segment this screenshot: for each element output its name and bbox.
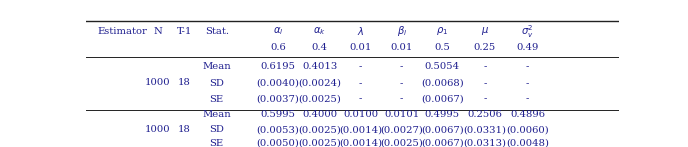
Text: -: - xyxy=(526,95,529,104)
Text: 0.4995: 0.4995 xyxy=(424,111,460,120)
Text: -: - xyxy=(483,62,486,71)
Text: (0.0014): (0.0014) xyxy=(339,125,382,134)
Text: $\lambda$: $\lambda$ xyxy=(357,25,364,37)
Text: (0.0025): (0.0025) xyxy=(298,95,341,104)
Text: -: - xyxy=(483,95,486,104)
Text: 1000: 1000 xyxy=(145,125,171,134)
Text: 18: 18 xyxy=(178,125,191,134)
Text: (0.0040): (0.0040) xyxy=(257,79,299,88)
Text: 0.5054: 0.5054 xyxy=(424,62,460,71)
Text: Mean: Mean xyxy=(202,111,231,120)
Text: 0.01: 0.01 xyxy=(391,43,413,52)
Text: (0.0313): (0.0313) xyxy=(463,139,506,147)
Text: 0.4013: 0.4013 xyxy=(302,62,337,71)
Text: -: - xyxy=(526,62,529,71)
Text: -: - xyxy=(359,95,363,104)
Text: Stat.: Stat. xyxy=(204,27,228,36)
Text: 0.0100: 0.0100 xyxy=(343,111,378,120)
Text: 0.6: 0.6 xyxy=(270,43,286,52)
Text: SD: SD xyxy=(209,79,224,88)
Text: (0.0025): (0.0025) xyxy=(380,139,423,147)
Text: Mean: Mean xyxy=(202,62,231,71)
Text: (0.0025): (0.0025) xyxy=(298,139,341,147)
Text: 0.0101: 0.0101 xyxy=(384,111,419,120)
Text: 0.5: 0.5 xyxy=(434,43,450,52)
Text: (0.0037): (0.0037) xyxy=(257,95,299,104)
Text: -: - xyxy=(400,79,403,88)
Text: -: - xyxy=(483,79,486,88)
Text: -: - xyxy=(359,62,363,71)
Text: 0.5995: 0.5995 xyxy=(261,111,295,120)
Text: $\mu$: $\mu$ xyxy=(481,25,489,37)
Text: Estimator: Estimator xyxy=(97,27,147,36)
Text: 0.2506: 0.2506 xyxy=(467,111,502,120)
Text: SD: SD xyxy=(209,125,224,134)
Text: T-1: T-1 xyxy=(177,27,193,36)
Text: 0.6195: 0.6195 xyxy=(261,62,295,71)
Text: -: - xyxy=(359,79,363,88)
Text: (0.0025): (0.0025) xyxy=(298,125,341,134)
Text: -: - xyxy=(526,79,529,88)
Text: 1000: 1000 xyxy=(145,78,171,87)
Text: (0.0027): (0.0027) xyxy=(380,125,423,134)
Text: SE: SE xyxy=(210,139,224,147)
Text: 0.25: 0.25 xyxy=(474,43,496,52)
Text: (0.0014): (0.0014) xyxy=(339,139,382,147)
Text: (0.0024): (0.0024) xyxy=(298,79,341,88)
Text: 0.4896: 0.4896 xyxy=(510,111,545,120)
Text: N: N xyxy=(153,27,162,36)
Text: 0.01: 0.01 xyxy=(350,43,372,52)
Text: (0.0053): (0.0053) xyxy=(257,125,299,134)
Text: $\sigma_v^2$: $\sigma_v^2$ xyxy=(522,23,534,40)
Text: -: - xyxy=(400,95,403,104)
Text: 18: 18 xyxy=(178,78,191,87)
Text: 0.49: 0.49 xyxy=(516,43,539,52)
Text: (0.0067): (0.0067) xyxy=(421,139,464,147)
Text: (0.0067): (0.0067) xyxy=(421,125,464,134)
Text: $\beta_l$: $\beta_l$ xyxy=(396,24,407,38)
Text: (0.0331): (0.0331) xyxy=(463,125,506,134)
Text: $\rho_1$: $\rho_1$ xyxy=(436,25,449,37)
Text: (0.0048): (0.0048) xyxy=(506,139,549,147)
Text: (0.0060): (0.0060) xyxy=(506,125,549,134)
Text: $\alpha_k$: $\alpha_k$ xyxy=(313,25,326,37)
Text: (0.0050): (0.0050) xyxy=(257,139,299,147)
Text: 0.4: 0.4 xyxy=(312,43,327,52)
Text: (0.0067): (0.0067) xyxy=(421,95,464,104)
Text: -: - xyxy=(400,62,403,71)
Text: SE: SE xyxy=(210,95,224,104)
Text: 0.4000: 0.4000 xyxy=(302,111,337,120)
Text: $\alpha_l$: $\alpha_l$ xyxy=(272,25,283,37)
Text: (0.0068): (0.0068) xyxy=(421,79,464,88)
